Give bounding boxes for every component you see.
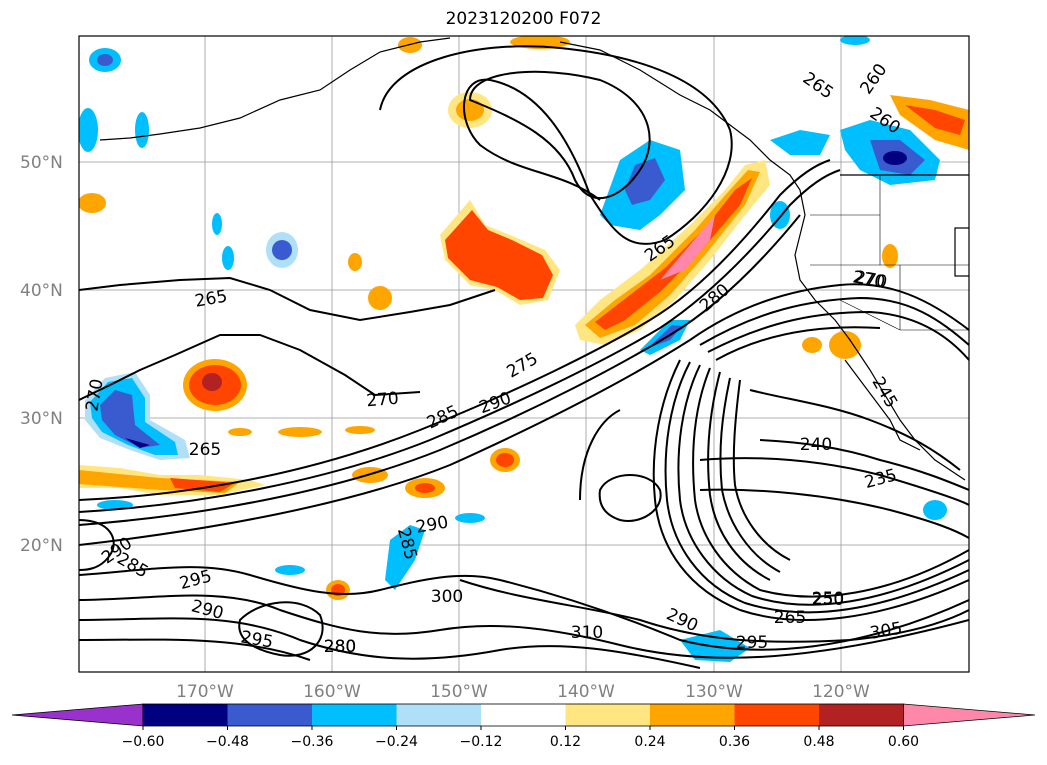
lon-label: 160°W — [303, 682, 361, 702]
political-borders — [810, 175, 969, 331]
colorbar-segment — [650, 704, 735, 726]
colorbar-ticks: −0.60 −0.48 −0.36 −0.24 −0.12 0.12 0.24 0.36 0.4… — [122, 726, 919, 750]
contour-label: 295 — [736, 633, 768, 653]
colorbar-segment — [481, 704, 566, 726]
contour-label: 270 — [366, 389, 400, 412]
contour-label: 265 — [189, 440, 221, 460]
contour-label: 265 — [774, 608, 806, 628]
lon-label: 140°W — [557, 682, 615, 702]
lat-label: 40°N — [20, 281, 63, 301]
colorbar-tick-label: 0.48 — [803, 734, 834, 750]
lon-label: 150°W — [430, 682, 488, 702]
colorbar-tick-label: −0.24 — [375, 734, 418, 750]
contour-label: 280 — [324, 637, 356, 657]
colorbar-tick-label: −0.12 — [460, 734, 503, 750]
lat-label: 20°N — [20, 536, 63, 556]
lon-label: 120°W — [812, 682, 870, 702]
contour-label: 300 — [431, 587, 463, 607]
lat-label: 30°N — [20, 409, 63, 429]
lat-label: 50°N — [20, 153, 63, 173]
map-frame — [78, 35, 970, 673]
colorbar-extend-min — [11, 703, 144, 727]
colorbar-tick-label: 0.12 — [550, 734, 581, 750]
latitude-labels: 50°N 40°N 30°N 20°N — [20, 153, 63, 556]
contour-lines — [79, 45, 969, 669]
colorbar-extend-max — [903, 703, 1036, 727]
colorbar-segment — [819, 704, 904, 726]
contour-label: 280 — [324, 637, 356, 657]
colorbar-tick-label: 0.24 — [634, 734, 665, 750]
contour-label: 250 — [812, 590, 844, 610]
colorbar — [11, 703, 1036, 727]
colorbar-segment — [227, 704, 313, 726]
colorbar-tick-label: −0.60 — [122, 734, 165, 750]
contour-label: 310 — [571, 623, 603, 643]
lon-label: 170°W — [176, 682, 234, 702]
colorbar-segment — [396, 704, 482, 726]
lon-label: 130°W — [685, 682, 743, 702]
colorbar-segment — [143, 704, 228, 726]
colorbar-outline — [142, 703, 904, 727]
colorbar-segment — [312, 704, 397, 726]
map-title: 2023120200 F072 — [445, 9, 602, 29]
colorbar-tick-label: −0.48 — [206, 734, 249, 750]
graticule — [79, 36, 969, 672]
contour-label: 250 — [812, 589, 844, 609]
colorbar-tick-label: 0.60 — [888, 734, 919, 750]
contour-label: 240 — [800, 435, 832, 455]
coastlines — [99, 37, 969, 481]
longitude-labels: 170°W 160°W 150°W 140°W 130°W 120°W — [176, 682, 870, 702]
colorbar-tick-label: −0.36 — [291, 734, 334, 750]
colorbar-segment — [565, 704, 651, 726]
colorbar-segment — [734, 704, 820, 726]
colorbar-tick-label: 0.36 — [719, 734, 750, 750]
